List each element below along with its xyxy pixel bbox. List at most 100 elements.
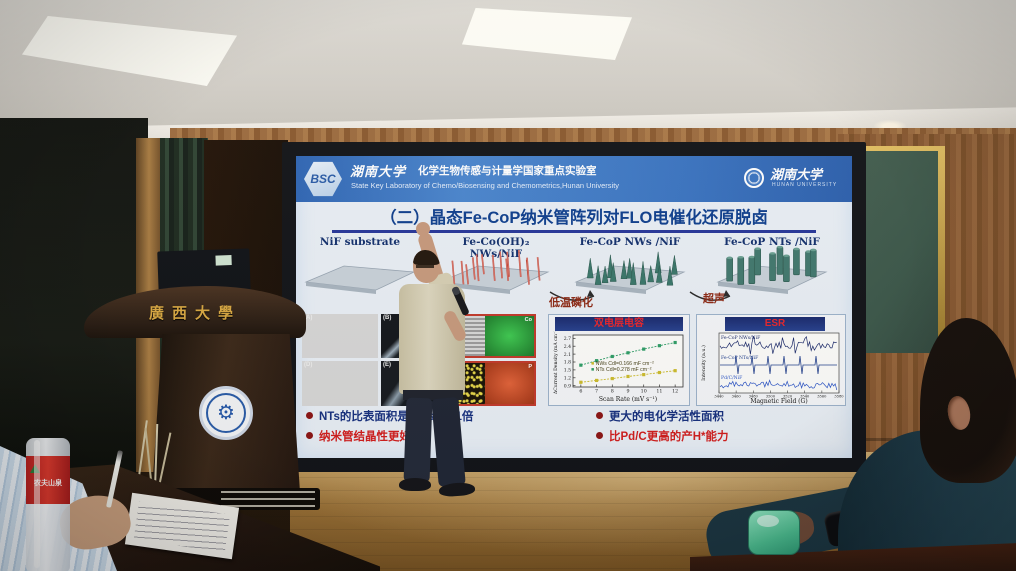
bullet-text: 更大的电化学活性面积 xyxy=(609,411,724,423)
scheme-step-label: Fe-CoP NTs /NiF xyxy=(724,236,820,248)
svg-text:2.7: 2.7 xyxy=(564,336,571,342)
bullet-text: 比Pd/C更高的产H*能力 xyxy=(609,431,729,443)
svg-text:6: 6 xyxy=(579,389,582,395)
presenter-hair xyxy=(413,250,440,266)
svg-text:7: 7 xyxy=(595,389,598,395)
presenter-leg xyxy=(431,396,466,488)
podium-base-steps xyxy=(221,491,315,507)
svg-text:3460: 3460 xyxy=(732,395,742,399)
svg-text:3480: 3480 xyxy=(749,395,759,399)
svg-text:3520: 3520 xyxy=(783,395,793,399)
svg-text:1.2: 1.2 xyxy=(564,375,571,381)
slide: BSC 湖南大学 化学生物传感与计量学国家重点实验室 State Key Lab… xyxy=(296,156,852,458)
svg-text:Fe-CoP NWs/NiF: Fe-CoP NWs/NiF xyxy=(721,335,760,341)
cdl-legend-row: ■ NWs Cdl=0.166 mF cm⁻² xyxy=(591,361,654,367)
scheme-step-label: NiF substrate xyxy=(319,236,401,248)
podium-emblem: ⚙ xyxy=(199,386,253,440)
bullet-icon xyxy=(306,412,313,419)
sem-panel-label: (D) xyxy=(304,362,313,368)
scheme-arrow-label: 低温磷化 xyxy=(549,297,593,309)
header-lab-name-cn: 化学生物传感与计量学国家重点实验室 xyxy=(418,165,597,177)
cdl-chart-panel: 双电层电容 6 7 8 9 10 11 12 0.9 1.2 1.5 1.8 2.1 2.4 2.7 Sca… xyxy=(548,314,690,406)
podium-body: ⚙ xyxy=(152,334,300,492)
cdl-chart: 6 7 8 9 10 11 12 0.9 1.21.5 1.8 2.1 2.4 2.7 Scan Rate… xyxy=(552,331,684,403)
presenter xyxy=(383,222,515,498)
glasses-icon xyxy=(416,265,434,268)
svg-text:Pd/C/NiF: Pd/C/NiF xyxy=(721,375,742,381)
bullet-icon xyxy=(306,432,313,439)
bsc-logo-text: BSC xyxy=(310,172,336,186)
laptop-sticker xyxy=(215,255,232,266)
scheme-step-label: Fe-CoP NWs /NiF xyxy=(579,236,681,248)
presenter-shirt xyxy=(399,284,465,394)
eds-p-map: P xyxy=(484,363,534,404)
svg-text:12: 12 xyxy=(672,389,678,395)
svg-text:11: 11 xyxy=(656,389,662,395)
slide-header: BSC 湖南大学 化学生物传感与计量学国家重点实验室 State Key Lab… xyxy=(296,156,852,202)
svg-text:Intensity (a.u.): Intensity (a.u.) xyxy=(700,345,707,381)
cdl-chart-title: 双电层电容 xyxy=(555,317,683,331)
bullet-text: 纳米管结晶性更好 xyxy=(319,431,411,443)
slide-title: （二）晶态Fe-CoP纳米管阵列对FLO电催化还原脱卤 xyxy=(380,209,768,227)
presenter-belt xyxy=(403,390,463,400)
header-univ-right-en: HUNAN UNIVERSITY xyxy=(772,182,838,188)
gear-emblem-icon: ⚙ xyxy=(206,393,246,433)
eds-co-map xyxy=(484,316,534,356)
water-bottle: 农夫山泉 xyxy=(26,438,70,571)
header-lab-name-en: State Key Laboratory of Chemo/Biosensing… xyxy=(351,181,620,190)
university-seal-icon xyxy=(744,168,764,188)
presenter-head xyxy=(413,250,440,283)
svg-text:1.5: 1.5 xyxy=(564,368,571,374)
header-univ-right-cn: 湖南大学 xyxy=(770,168,823,183)
eds-map-label: P xyxy=(528,364,532,370)
sem-image: (D) xyxy=(302,361,378,406)
eds-map-label: Co xyxy=(524,317,532,323)
esr-chart: Fe-CoP NWs/NiF Fe-CoP NTs/NiF Pd/C/NiF 3440… xyxy=(700,332,844,405)
svg-text:8: 8 xyxy=(611,389,614,395)
green-box-highlight xyxy=(757,515,779,527)
bullet-item: 更大的电化学活性面积 xyxy=(596,408,724,424)
handwriting-lines xyxy=(133,501,231,553)
cdl-legend-label: NTs Cdl=0.278 mF cm⁻² xyxy=(595,367,652,373)
svg-text:3580: 3580 xyxy=(834,395,844,399)
title-underline xyxy=(332,230,816,233)
cdl-legend-row: ■ NTs Cdl=0.278 mF cm⁻² xyxy=(591,367,652,373)
svg-text:1.8: 1.8 xyxy=(564,360,571,366)
svg-text:Scan Rate (mV s⁻¹): Scan Rate (mV s⁻¹) xyxy=(599,396,657,403)
svg-text:ΔCurrent Density (mA cm⁻²): ΔCurrent Density (mA cm⁻²) xyxy=(552,331,559,394)
podium-university-text: 廣西大學 xyxy=(148,304,241,322)
svg-text:2.1: 2.1 xyxy=(564,352,571,358)
bottle-brand-text: 农夫山泉 xyxy=(34,480,62,487)
sem-panel-label: (E) xyxy=(383,362,391,368)
bottle-label: 农夫山泉 xyxy=(26,456,70,504)
svg-text:0.9: 0.9 xyxy=(564,383,571,389)
svg-text:9: 9 xyxy=(626,389,629,395)
svg-text:3540: 3540 xyxy=(800,395,810,399)
svg-text:3500: 3500 xyxy=(766,395,776,399)
sem-panel-label: (A) xyxy=(304,315,313,321)
bullet-icon xyxy=(596,432,603,439)
bullet-item: 比Pd/C更高的产H*能力 xyxy=(596,428,728,444)
cdl-legend-label: NWs Cdl=0.166 mF cm⁻² xyxy=(595,361,654,367)
presenter-shoe xyxy=(399,478,431,491)
audience-right-head xyxy=(920,318,1016,483)
bullet-item: 纳米管结晶性更好 xyxy=(306,428,411,444)
svg-text:10: 10 xyxy=(641,389,647,395)
sem-panel-label: (B) xyxy=(383,315,392,321)
esr-title: ESR xyxy=(725,317,825,331)
presenter-hand xyxy=(416,222,430,236)
cdl-legend: ■ NWs Cdl=0.166 mF cm⁻² ■ NTs Cdl=0.278 … xyxy=(591,361,654,373)
svg-text:2.4: 2.4 xyxy=(564,344,571,350)
bullet-icon xyxy=(596,412,603,419)
svg-text:3560: 3560 xyxy=(817,395,827,399)
svg-text:Magnetic Field (G): Magnetic Field (G) xyxy=(750,398,807,405)
header-univ-script: 湖南大学 xyxy=(350,165,407,180)
svg-text:3440: 3440 xyxy=(714,395,724,399)
presenter-leg xyxy=(403,397,433,483)
scheme-arrow-label: 超声 xyxy=(703,293,725,305)
bottle-highlight xyxy=(34,440,40,568)
bsc-lab-logo: BSC xyxy=(304,161,342,197)
green-box xyxy=(748,510,800,555)
esr-panel: ESR Fe-CoP NWs/NiF Fe-CoP NTs/NiF Pd/C/NiF… xyxy=(696,314,846,406)
